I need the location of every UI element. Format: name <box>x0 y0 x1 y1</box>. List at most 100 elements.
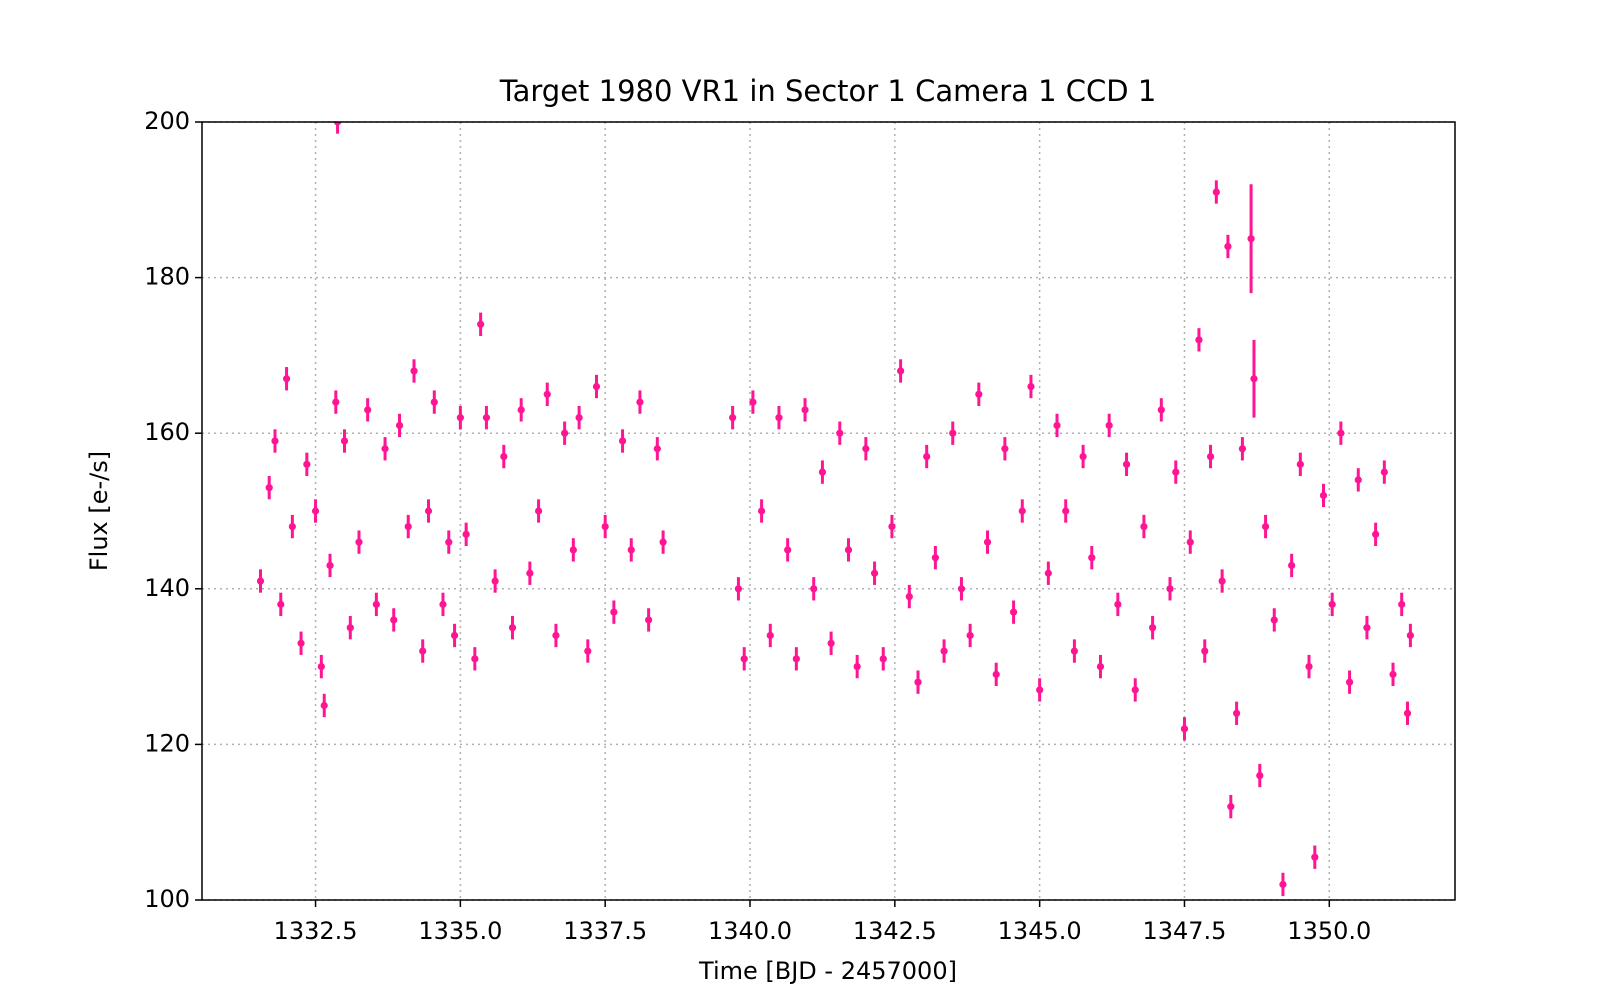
data-point <box>1157 406 1165 414</box>
data-point <box>1256 771 1264 780</box>
data-point <box>1345 678 1354 686</box>
data-point <box>1105 421 1113 430</box>
data-point <box>653 445 661 453</box>
data-point <box>862 445 870 453</box>
data-point <box>949 429 957 437</box>
data-point <box>659 538 667 546</box>
data-point <box>1018 507 1026 515</box>
data-point <box>966 631 974 640</box>
data-point <box>592 382 601 391</box>
data-point <box>320 701 328 710</box>
data-point <box>508 624 517 632</box>
marks-layer <box>256 122 1414 897</box>
data-point <box>256 577 265 585</box>
data-point <box>462 530 470 538</box>
data-point <box>1247 235 1255 243</box>
data-point <box>870 569 879 577</box>
data-point <box>1218 577 1226 585</box>
data-point <box>333 122 342 126</box>
data-point <box>905 592 913 601</box>
data-point <box>372 600 380 608</box>
data-point <box>1238 445 1247 453</box>
data-point <box>784 546 792 554</box>
data-point <box>332 398 340 406</box>
data-point <box>983 538 992 546</box>
data-point <box>439 600 447 608</box>
data-point <box>1172 468 1180 476</box>
data-point <box>517 406 525 414</box>
data-point <box>355 538 363 546</box>
data-point <box>618 437 627 445</box>
data-point <box>364 406 372 414</box>
data-point <box>729 414 737 422</box>
data-point <box>317 663 325 671</box>
data-point <box>303 460 311 468</box>
data-point <box>1131 686 1139 694</box>
data-point <box>395 421 404 430</box>
data-point <box>957 585 966 593</box>
data-point <box>1201 647 1209 655</box>
data-point <box>810 585 818 593</box>
data-point <box>1279 880 1287 889</box>
data-point <box>265 484 273 492</box>
data-point <box>552 631 560 640</box>
data-point <box>897 367 905 375</box>
data-point <box>775 414 783 422</box>
x-tick-label: 1350.0 <box>1287 917 1371 945</box>
data-point <box>888 522 896 531</box>
data-point <box>381 445 389 453</box>
y-tick-label: 180 <box>144 263 190 291</box>
data-point <box>749 398 757 406</box>
y-axis-label: Flux [e-/s] <box>85 451 113 571</box>
data-point <box>734 585 743 593</box>
data-point <box>1044 569 1052 577</box>
data-point <box>1233 709 1241 717</box>
data-point <box>1166 585 1174 593</box>
data-point <box>931 554 939 562</box>
data-point <box>940 647 948 655</box>
x-axis-label: Time [BJD - 2457000] <box>698 957 957 985</box>
data-point <box>450 631 459 640</box>
data-point <box>1212 188 1220 196</box>
data-point <box>1305 663 1313 671</box>
data-point <box>1186 538 1194 546</box>
data-point <box>645 616 653 624</box>
data-point <box>419 647 427 655</box>
data-point <box>584 647 592 655</box>
data-point <box>1195 336 1203 344</box>
data-point <box>569 546 577 554</box>
data-point <box>297 639 305 647</box>
data-point <box>1406 631 1414 640</box>
y-tick-label: 120 <box>144 729 190 757</box>
data-point <box>914 678 922 686</box>
data-point <box>766 631 774 640</box>
data-point <box>282 375 291 383</box>
data-point <box>1070 647 1079 655</box>
data-point <box>853 663 861 671</box>
x-tick-label: 1340.0 <box>708 917 792 945</box>
y-tick-label: 100 <box>144 885 190 913</box>
data-point <box>346 624 354 632</box>
data-point <box>610 608 618 616</box>
data-point <box>543 390 551 398</box>
data-point <box>1096 663 1105 671</box>
data-point <box>792 655 800 663</box>
data-point <box>1296 460 1304 468</box>
data-point <box>534 507 543 515</box>
data-point <box>1027 382 1035 391</box>
data-point <box>1319 491 1328 500</box>
data-point <box>1062 507 1070 515</box>
data-point <box>1250 375 1258 383</box>
data-point <box>1363 624 1371 632</box>
data-point <box>456 414 464 422</box>
data-point <box>1398 600 1406 608</box>
x-tick-label: 1332.5 <box>274 917 358 945</box>
data-point <box>491 577 499 585</box>
data-point <box>404 522 412 531</box>
data-point <box>1053 421 1061 430</box>
data-point <box>1224 242 1232 251</box>
data-point <box>1261 522 1270 531</box>
data-point <box>757 507 766 515</box>
